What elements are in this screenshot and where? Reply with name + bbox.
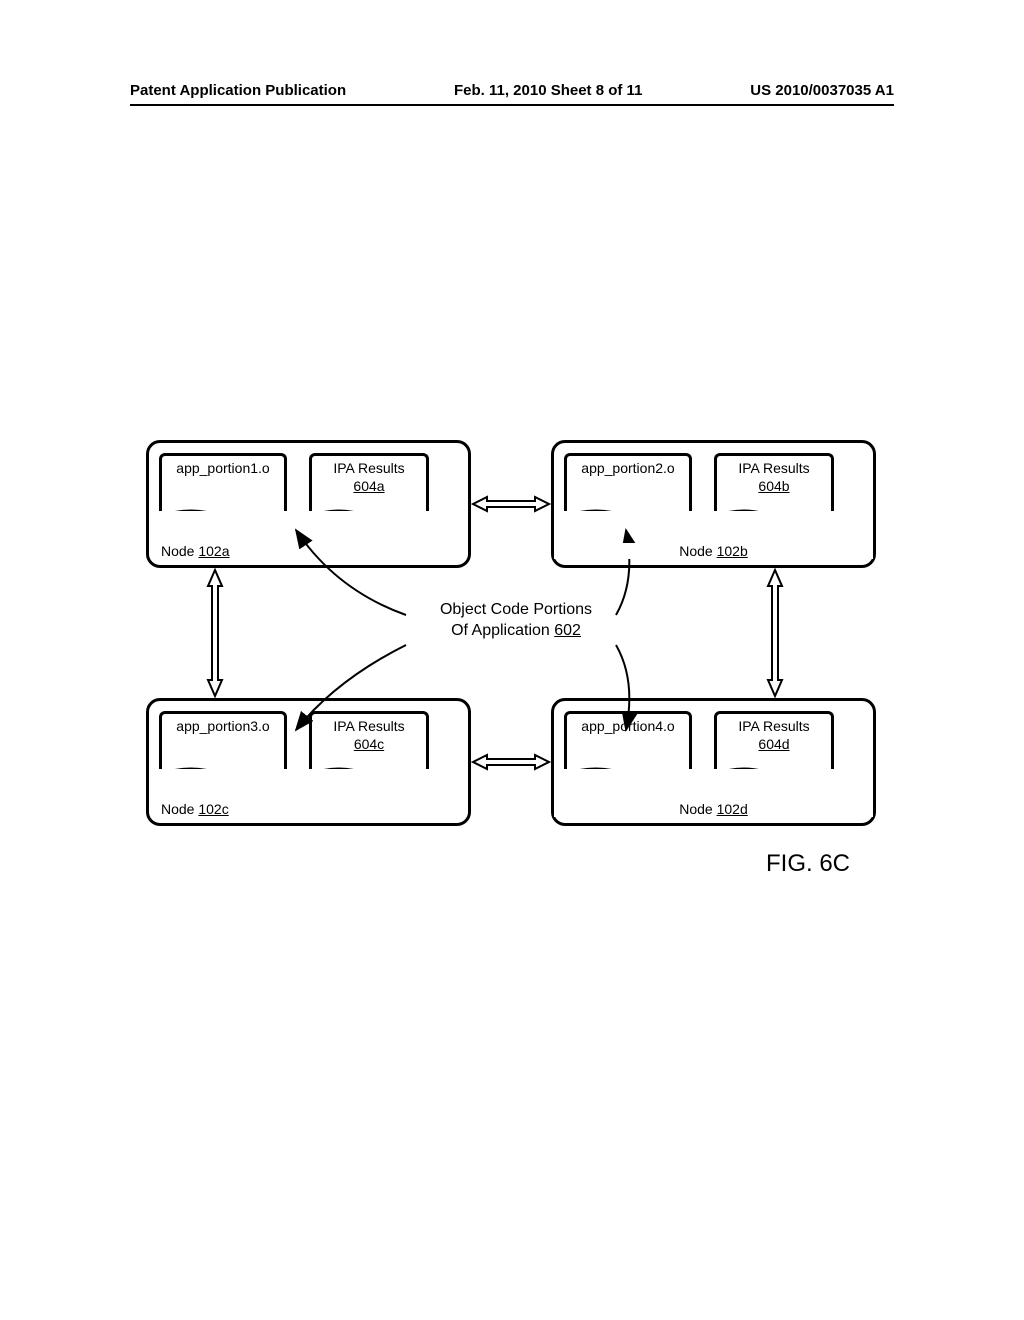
header-left: Patent Application Publication <box>130 82 346 104</box>
doc-label: IPA Results 604c <box>312 714 426 753</box>
doc-label: app_portion1.o <box>162 456 284 478</box>
doc-label: IPA Results 604d <box>717 714 831 753</box>
doc-label: IPA Results 604b <box>717 456 831 495</box>
leader-lines <box>146 440 876 840</box>
node-label: Node 102c <box>159 801 231 817</box>
node-label: Node 102d <box>554 801 873 817</box>
doc-label: app_portion4.o <box>567 714 689 736</box>
node-label: Node 102b <box>554 543 873 559</box>
header-center: Feb. 11, 2010 Sheet 8 of 11 <box>454 82 642 104</box>
doc-label: app_portion3.o <box>162 714 284 736</box>
figure-label: FIG. 6C <box>766 850 850 878</box>
doc-label: app_portion2.o <box>567 456 689 478</box>
page-header: Patent Application Publication Feb. 11, … <box>130 82 894 106</box>
node-label: Node 102a <box>159 543 232 559</box>
page: Patent Application Publication Feb. 11, … <box>0 0 1024 1320</box>
header-right: US 2010/0037035 A1 <box>750 82 894 104</box>
diagram: app_portion1.o IPA Results 604a Node 102… <box>146 440 876 890</box>
doc-label: IPA Results 604a <box>312 456 426 495</box>
